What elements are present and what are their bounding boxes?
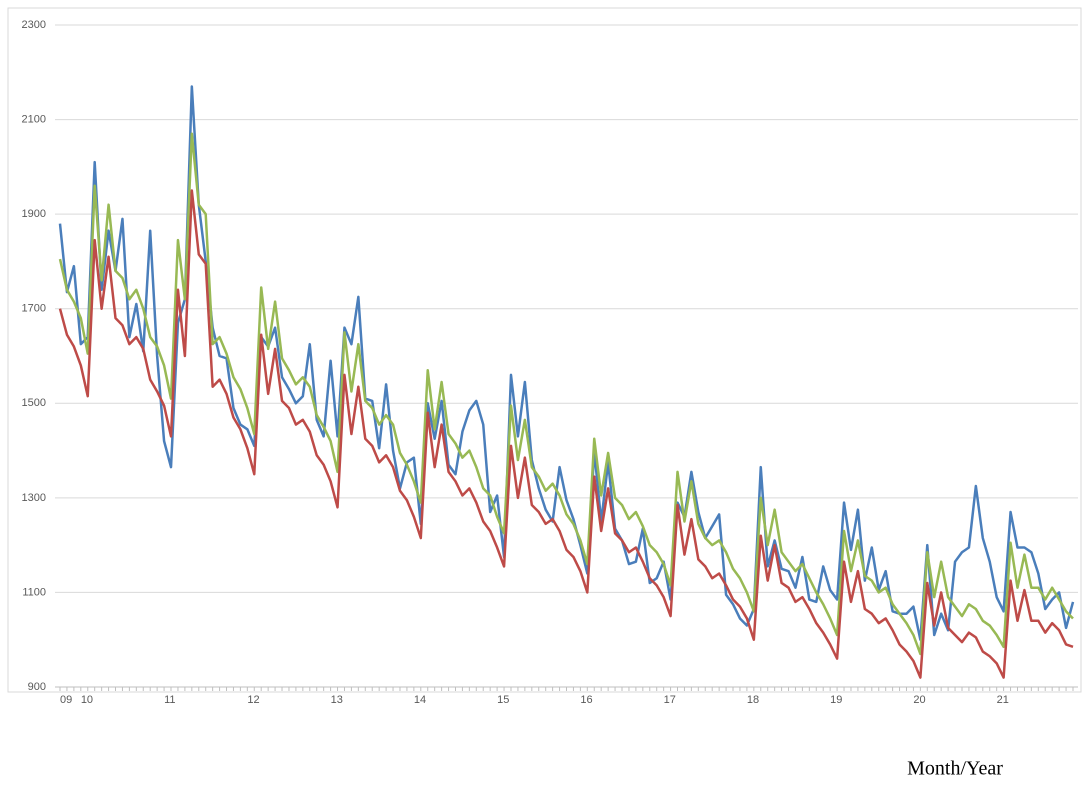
x-tick-label: 13 — [331, 694, 343, 706]
series-line — [58, 189, 1074, 679]
x-tick-label: 19 — [830, 694, 842, 706]
x-tick-label: 11 — [164, 694, 175, 706]
x-axis-label: Month/Year — [907, 758, 1003, 780]
x-tick-label: 16 — [580, 694, 592, 706]
x-tick-label: 09 — [60, 694, 72, 706]
x-tick-label: 15 — [497, 694, 509, 706]
chart-frame — [7, 7, 1082, 693]
x-tick-label: 20 — [913, 694, 925, 706]
y-tick-label: 1700 — [22, 303, 46, 315]
x-tick-label: 21 — [997, 694, 1009, 706]
x-tick-label: 10 — [81, 694, 93, 706]
y-tick-label: 1100 — [22, 586, 46, 598]
x-tick-label: 18 — [747, 694, 759, 706]
x-tick-label: 14 — [414, 694, 426, 706]
y-tick-label: 1900 — [22, 208, 46, 220]
y-tick-label: 2300 — [22, 19, 46, 31]
x-tick-label: 12 — [247, 694, 259, 706]
y-tick-label: 900 — [28, 681, 46, 693]
y-tick-label: 1300 — [22, 492, 46, 504]
series-line — [58, 85, 1075, 641]
series-line — [58, 132, 1074, 656]
y-tick-label: 1500 — [22, 397, 46, 409]
y-tick-label: 2100 — [22, 113, 46, 125]
x-tick-label: 17 — [664, 694, 676, 706]
